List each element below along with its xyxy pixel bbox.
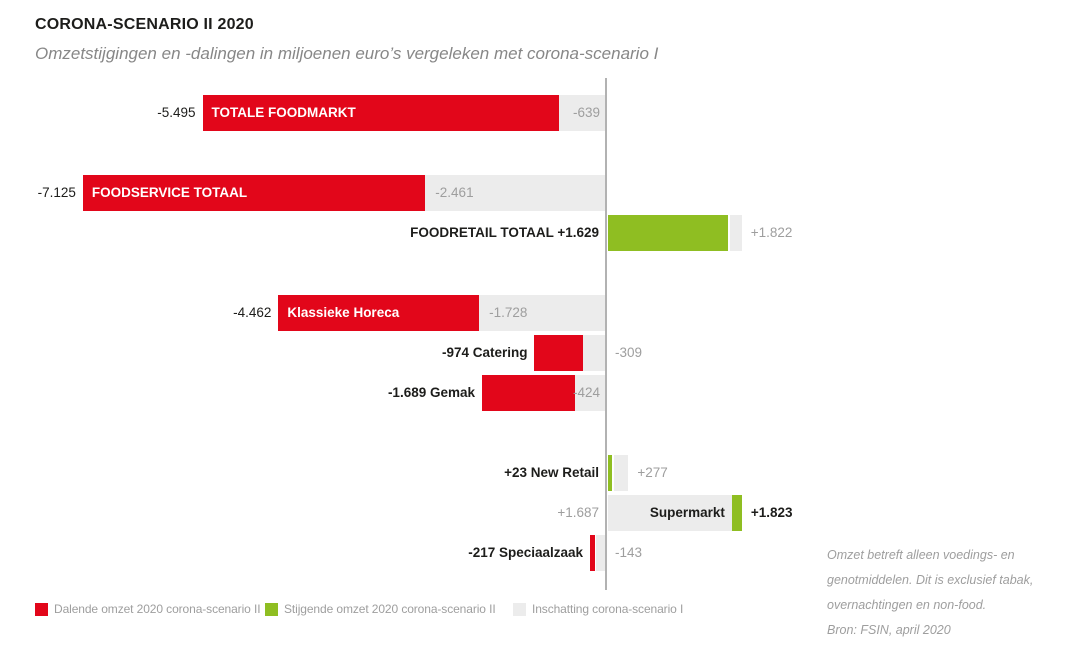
bar-left-label: -7.125 <box>37 185 76 200</box>
legend-swatch-increase <box>265 602 278 616</box>
footnote-line: genotmiddelen. Dit is exclusief tabak, <box>827 573 1034 587</box>
bar-name-label: Supermarkt <box>649 505 725 520</box>
bar-scenario1 <box>595 535 606 571</box>
bar-scenario2 <box>534 335 584 371</box>
scenario1-value-label: -639 <box>572 105 600 120</box>
legend: Dalende omzet 2020 corona-scenario II St… <box>0 602 1069 620</box>
bar-left-label: -974 Catering <box>441 345 528 360</box>
chart-row: +1.687 Supermarkt +1.823 <box>0 495 1069 531</box>
bar-left-label: -217 Speciaalzaak <box>468 545 584 560</box>
legend-item-increase: Stijgende omzet 2020 corona-scenario II <box>265 602 496 616</box>
zero-axis-line <box>605 78 607 590</box>
chart-row: +23 New Retail +277 <box>0 455 1069 491</box>
bar-scenario2 <box>731 495 742 531</box>
chart-row: -4.462 Klassieke Horeca -1.728 <box>0 295 1069 331</box>
bar-scenario2 <box>278 295 480 331</box>
bar-right-label: +1.823 <box>750 505 793 520</box>
bar-scenario1 <box>608 495 732 531</box>
bar-scenario2 <box>481 375 575 411</box>
chart-row: -1.689 Gemak -424 <box>0 375 1069 411</box>
scenario1-value-label: -1.728 <box>489 305 528 320</box>
footnote-line: Omzet betreft alleen voedings- en <box>827 548 1015 562</box>
bar-scenario1 <box>583 335 606 371</box>
scenario1-value-label: +1.822 <box>750 225 793 240</box>
scenario1-value-label: -424 <box>572 385 600 400</box>
bar-left-label: +1.687 <box>557 505 599 520</box>
bar-scenario2 <box>590 535 596 571</box>
scenario1-value-label: +277 <box>637 465 668 480</box>
bar-scenario1 <box>613 455 629 491</box>
chart-subtitle: Omzetstijgingen en -dalingen in miljoene… <box>35 44 659 63</box>
bar-scenario1 <box>574 375 606 411</box>
scenario1-value-label: -309 <box>615 345 643 360</box>
legend-label-scenario1: Inschatting corona-scenario I <box>532 602 684 616</box>
chart-title: CORONA-SCENARIO II 2020 <box>35 16 254 33</box>
bar-scenario1 <box>425 175 606 211</box>
legend-item-scenario1: Inschatting corona-scenario I <box>513 602 683 616</box>
bar-left-label: FOODRETAIL TOTAAL +1.629 <box>410 225 599 240</box>
chart-row: FOODRETAIL TOTAAL +1.629 +1.822 <box>0 215 1069 251</box>
bar-left-label: -5.495 <box>157 105 196 120</box>
chart-row: -5.495 TOTALE FOODMARKT -639 <box>0 95 1069 131</box>
legend-label-decrease: Dalende omzet 2020 corona-scenario II <box>54 602 261 616</box>
legend-swatch-scenario1 <box>513 602 526 616</box>
chart-row: -217 Speciaalzaak -143 <box>0 535 1069 571</box>
scenario1-value-label: -2.461 <box>435 185 474 200</box>
scenario1-value-label: -143 <box>615 545 643 560</box>
bar-scenario2 <box>82 175 426 211</box>
footnote-line: overnachtingen en non-food. <box>827 598 987 612</box>
legend-label-increase: Stijgende omzet 2020 corona-scenario II <box>284 602 496 616</box>
bar-left-label: +23 New Retail <box>504 465 599 480</box>
legend-item-decrease: Dalende omzet 2020 corona-scenario II <box>35 602 261 616</box>
legend-swatch-decrease <box>35 602 48 616</box>
bar-name-label: TOTALE FOODMARKT <box>211 105 356 120</box>
bar-scenario2 <box>608 215 728 251</box>
bar-scenario2 <box>608 455 612 491</box>
chart-row: -7.125 FOODSERVICE TOTAAL -2.461 <box>0 175 1069 211</box>
bar-scenario1 <box>479 295 606 331</box>
chart-row: -974 Catering -309 <box>0 335 1069 371</box>
footnote-line: Bron: FSIN, april 2020 <box>827 623 951 637</box>
bar-scenario1 <box>729 215 742 251</box>
bar-scenario2 <box>202 95 560 131</box>
bar-name-label: Klassieke Horeca <box>287 305 400 320</box>
footnote: Omzet betreft alleen voedings- en genotm… <box>827 543 1057 643</box>
bar-left-label: -4.462 <box>233 305 272 320</box>
bar-scenario1 <box>559 95 606 131</box>
bar-name-label: FOODSERVICE TOTAAL <box>91 185 248 200</box>
bar-left-label: -1.689 Gemak <box>387 385 475 400</box>
